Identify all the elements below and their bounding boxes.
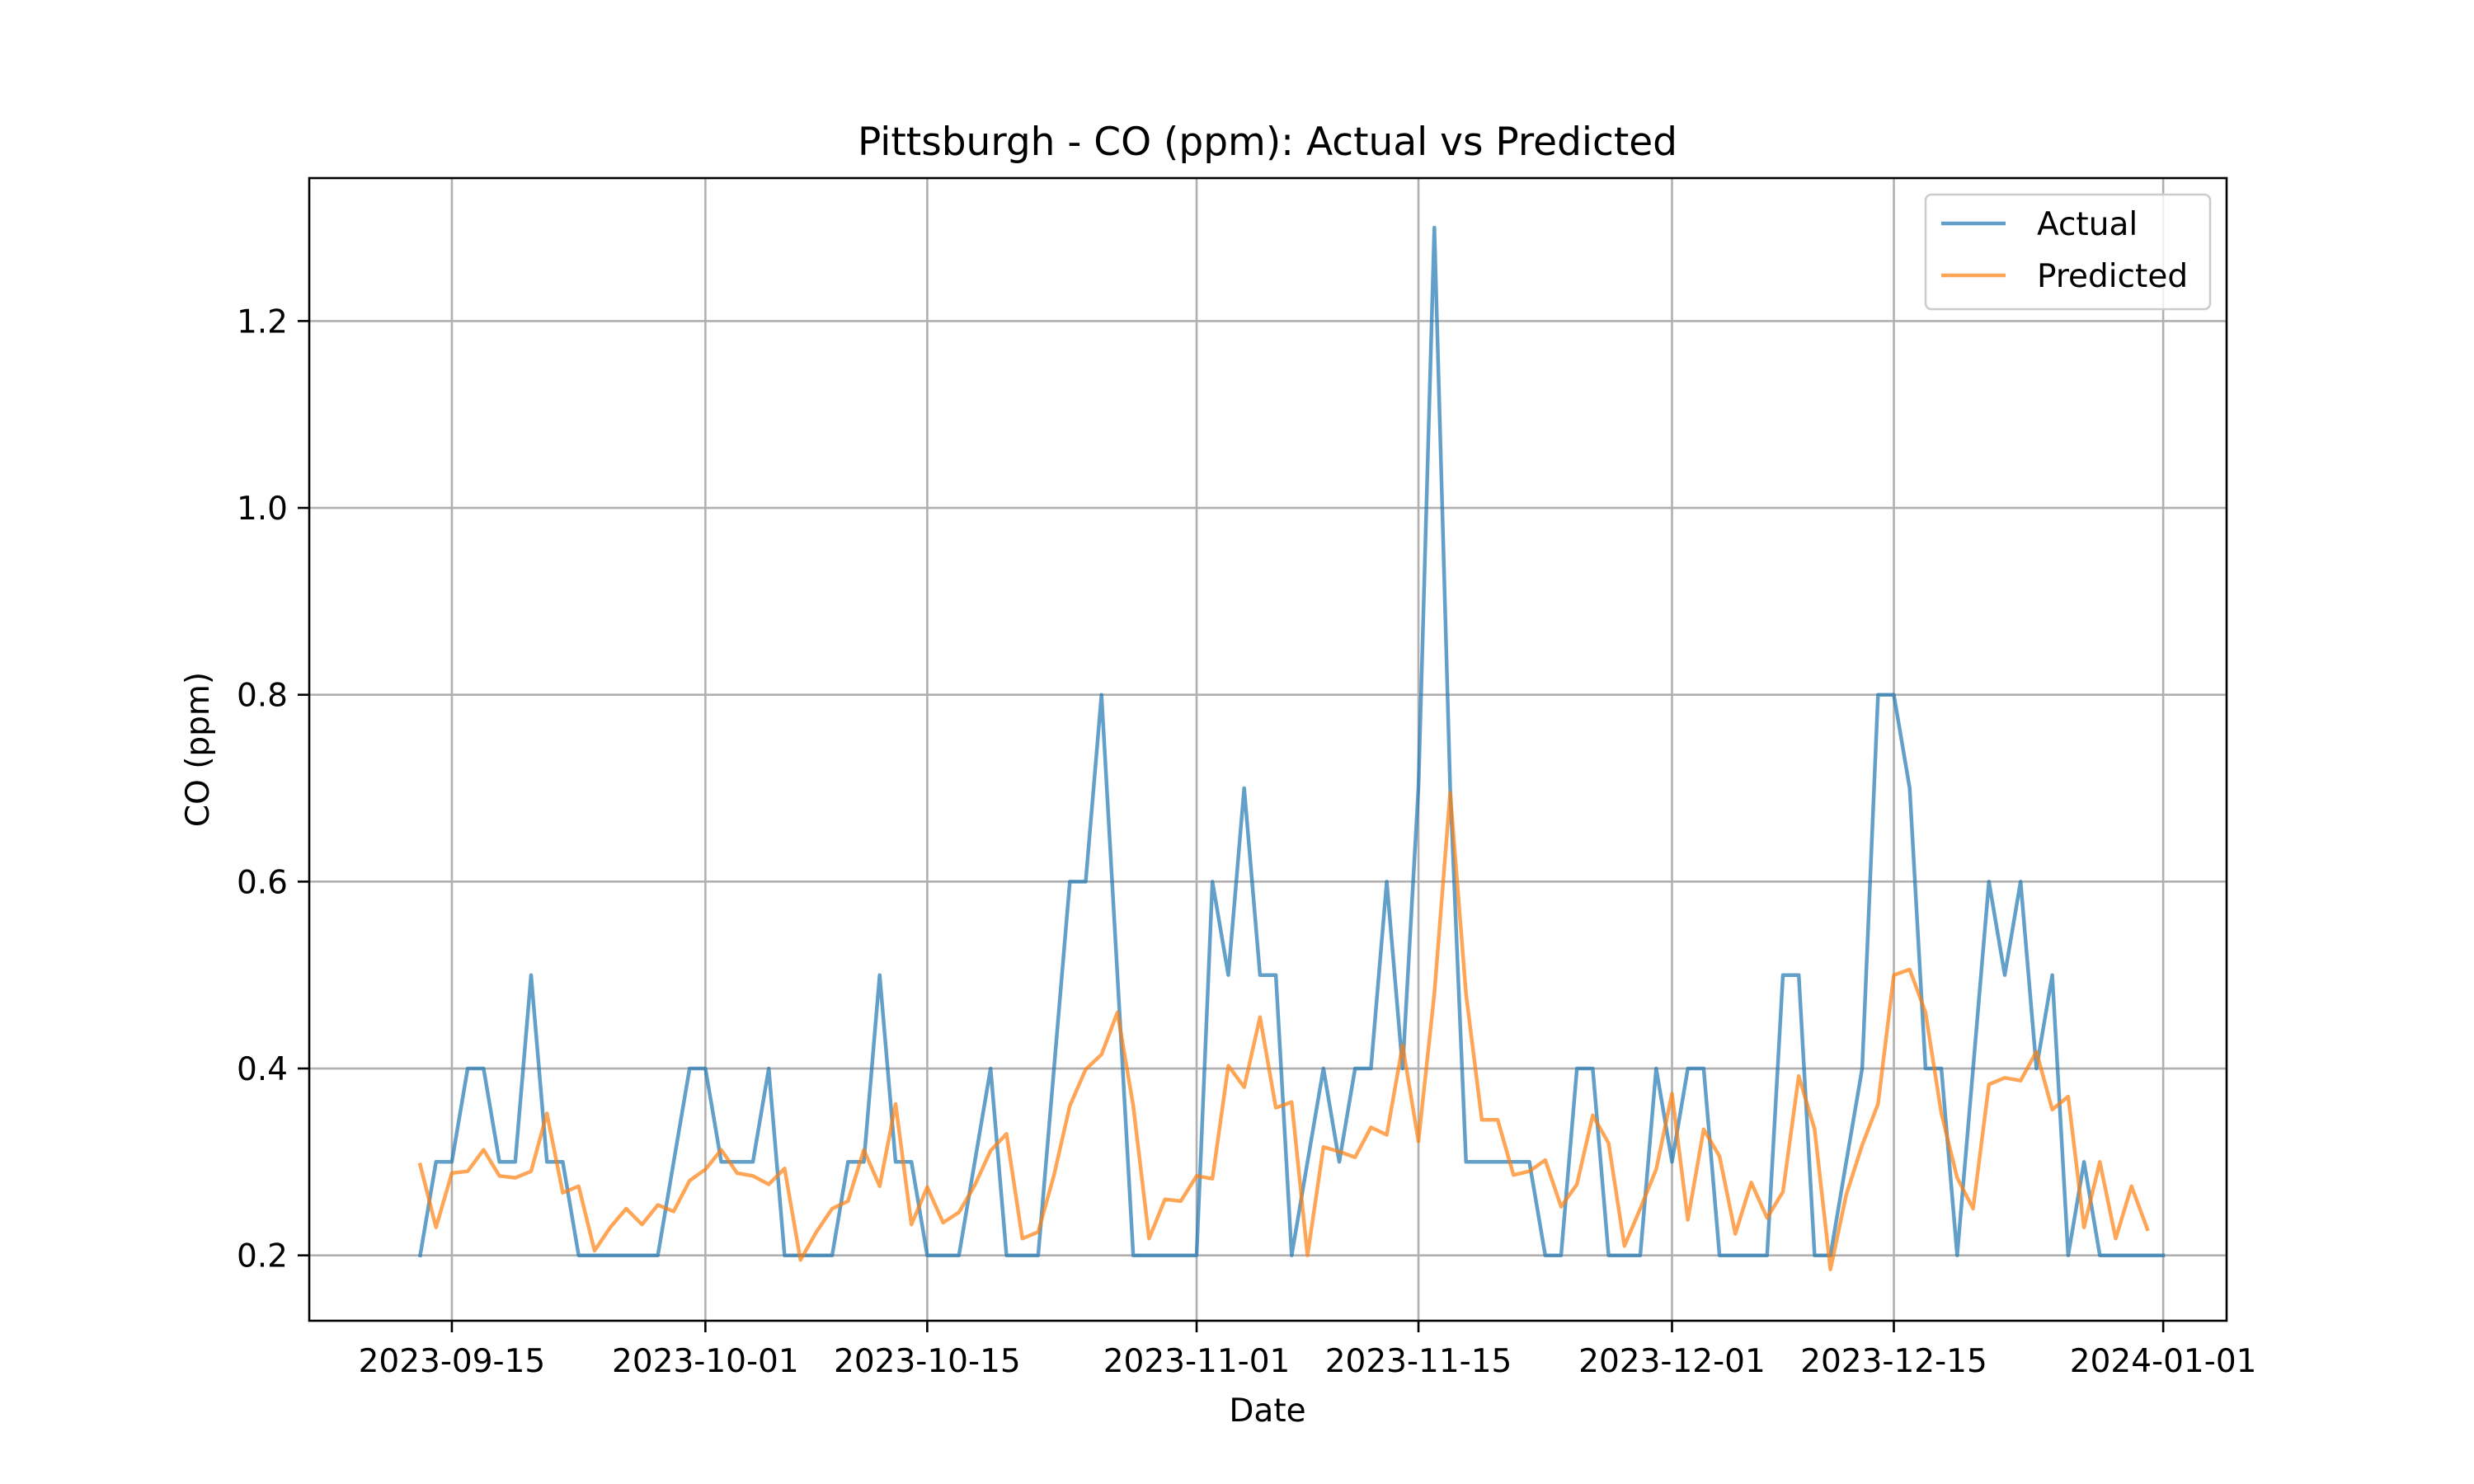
legend-label-actual: Actual [2037,206,2138,243]
chart-title: Pittsburgh - CO (ppm): Actual vs Predict… [858,120,1677,165]
y-axis-label: CO (ppm) [180,672,217,827]
x-tick-label: 2023-10-01 [612,1343,799,1380]
plot-frame [308,176,2228,1322]
y-tick-label: 1.0 [237,491,288,528]
legend-label-predicted: Predicted [2037,258,2188,295]
y-axis-ticks: 0.2 0.4 0.6 0.8 1.0 1.2 [237,303,309,1275]
y-tick-label: 0.6 [237,864,288,901]
x-axis-ticks: 2023-09-15 2023-10-01 2023-10-15 2023-11-01… [359,1321,2257,1380]
y-tick-label: 0.4 [237,1051,288,1088]
x-tick-label: 2023-09-15 [359,1343,546,1380]
y-tick-label: 0.8 [237,678,288,715]
plot-lines [417,225,2166,1271]
series-line-actual [417,225,2166,1258]
x-tick-label: 2023-10-15 [834,1343,1021,1380]
y-tick-label: 0.2 [237,1238,288,1275]
x-tick-label: 2023-11-01 [1103,1343,1291,1380]
x-axis-label: Date [1229,1392,1305,1430]
x-tick-label: 2023-12-01 [1578,1343,1766,1380]
x-tick-label: 2023-12-15 [1800,1343,1987,1380]
series-line-predicted [417,791,2150,1271]
x-tick-label: 2024-01-01 [2070,1343,2257,1380]
legend: Actual Predicted [1924,193,2212,311]
x-tick-label: 2023-11-15 [1325,1343,1512,1380]
y-tick-label: 1.2 [237,303,288,340]
